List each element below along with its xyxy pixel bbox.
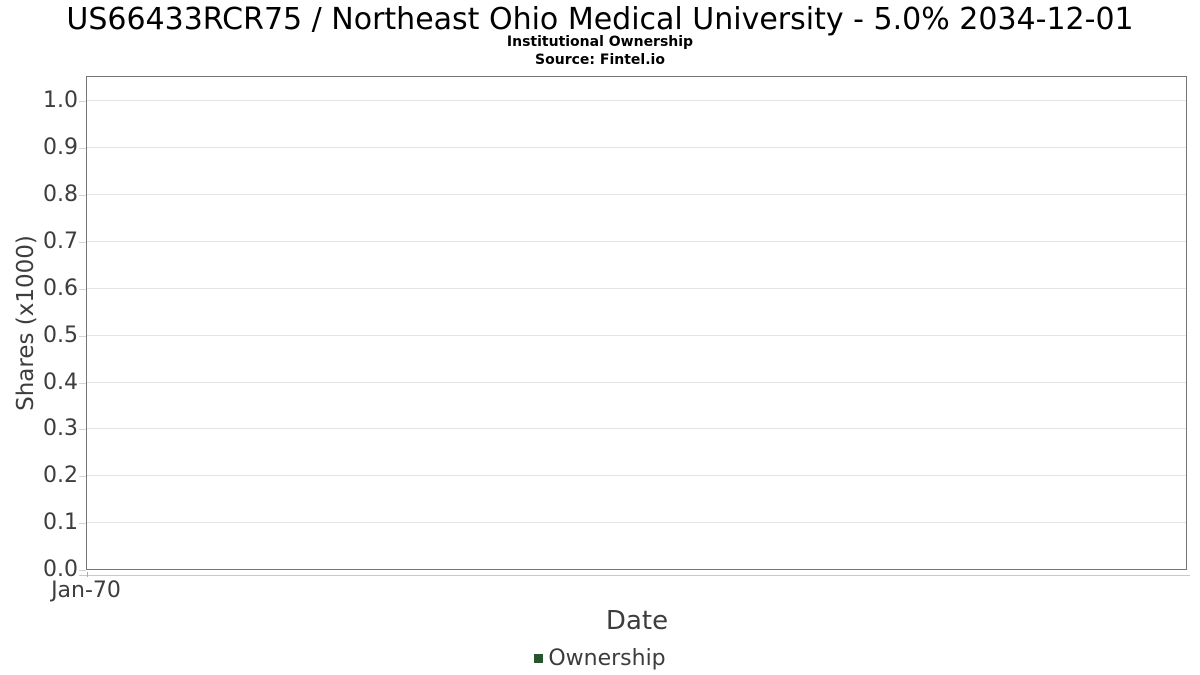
y-tick-mark [79,194,86,196]
chart-subtitle: Institutional Ownership [506,34,694,50]
legend-marker-square-icon [534,654,544,663]
y-tick-mark [79,288,86,290]
grid-line [87,522,1186,523]
x-axis-title: Date [605,606,669,636]
y-tick-label: 0.7 [43,228,78,254]
y-tick-label: 0.6 [43,275,78,301]
y-tick-mark [79,475,86,477]
y-axis-title: Shares (x1000) [13,235,39,411]
y-tick-label: 0.8 [43,181,78,207]
y-tick-mark [79,569,86,571]
y-tick-label: 0.2 [43,462,78,488]
y-tick-label: 0.9 [43,134,78,160]
y-tick-mark [79,522,86,524]
chart-source-note: Source: Fintel.io [535,52,665,68]
legend-label: Ownership [548,646,666,671]
y-tick-mark [79,335,86,337]
y-tick-label: 0.4 [43,369,78,395]
grid-line [87,241,1186,242]
x-axis-line [79,575,1190,576]
y-tick-mark [79,100,86,102]
grid-line [87,194,1186,195]
y-tick-label: 0.3 [43,415,78,441]
y-tick-mark [79,147,86,149]
x-tick-mark [87,572,88,577]
plot-area [86,76,1187,570]
grid-line [87,382,1186,383]
grid-line [87,335,1186,336]
y-tick-label: 0.5 [43,322,78,348]
x-tick-label: Jan-70 [51,578,121,603]
grid-line [87,100,1186,101]
grid-line [87,475,1186,476]
legend-item-ownership[interactable]: Ownership [534,646,666,671]
y-tick-mark [79,382,86,384]
chart-title: US66433RCR75 / Northeast Ohio Medical Un… [66,2,1134,37]
y-tick-mark [79,428,86,430]
grid-line [87,428,1186,429]
legend: Ownership [0,646,1200,671]
y-tick-label: 0.1 [43,509,78,535]
y-tick-mark [79,241,86,243]
grid-line [87,147,1186,148]
grid-line [87,288,1186,289]
y-tick-label: 1.0 [43,87,78,113]
y-tick-label: 0.0 [43,556,78,582]
